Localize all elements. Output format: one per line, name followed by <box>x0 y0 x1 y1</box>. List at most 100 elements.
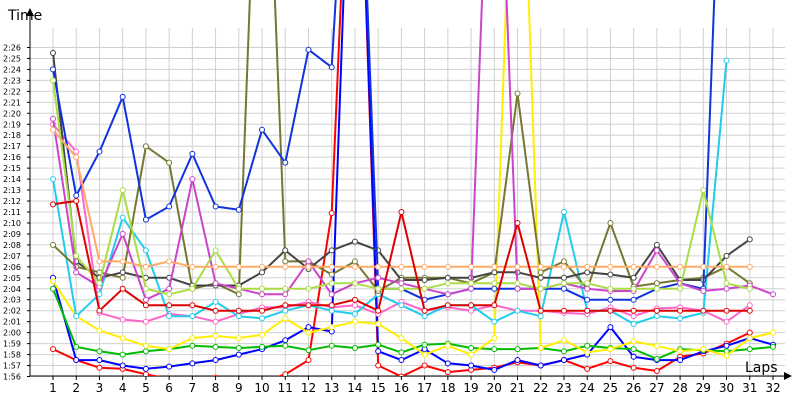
data-point <box>677 285 684 292</box>
data-point <box>282 263 289 270</box>
data-point <box>375 348 382 355</box>
data-point <box>584 349 591 356</box>
data-point <box>212 298 219 305</box>
data-point <box>166 313 173 320</box>
data-point <box>50 285 56 292</box>
data-point <box>189 342 196 349</box>
series-10 <box>50 0 776 303</box>
data-point <box>213 374 219 376</box>
data-point <box>630 263 637 270</box>
data-point <box>444 369 451 376</box>
x-axis-title: Laps <box>745 360 778 376</box>
y-tick-label: 2:17 <box>3 142 21 151</box>
y-tick-label: 2:00 <box>3 329 21 338</box>
series-line <box>52 0 774 357</box>
data-point <box>537 344 544 351</box>
data-point <box>491 263 498 270</box>
data-point <box>607 346 614 353</box>
data-point <box>770 343 776 350</box>
data-point <box>560 280 567 287</box>
series-4 <box>50 0 776 359</box>
x-tick-label: 7 <box>189 381 197 395</box>
data-point <box>421 276 428 283</box>
data-point <box>630 307 637 314</box>
data-point <box>375 285 382 292</box>
data-point <box>398 285 405 292</box>
y-tick-label: 2:02 <box>3 307 21 316</box>
data-point <box>653 241 660 248</box>
data-point <box>305 263 312 270</box>
series-11 <box>50 77 753 298</box>
data-point <box>677 357 684 364</box>
y-tick-label: 1:59 <box>3 340 21 349</box>
data-point <box>189 313 196 320</box>
y-tick-label: 2:15 <box>3 164 21 173</box>
data-point <box>375 341 382 348</box>
data-point <box>677 307 684 314</box>
data-point <box>514 263 521 270</box>
x-tick-label: 28 <box>672 381 687 395</box>
series-line <box>52 0 716 301</box>
data-point <box>235 263 242 270</box>
data-point <box>560 348 567 355</box>
data-point <box>328 342 335 349</box>
data-point <box>50 346 56 353</box>
data-point <box>514 90 521 97</box>
data-point <box>491 285 498 292</box>
data-point <box>351 258 358 265</box>
data-point <box>328 302 335 309</box>
data-point <box>142 247 149 254</box>
data-point <box>351 280 358 287</box>
x-tick-label: 11 <box>278 381 293 395</box>
data-point <box>96 357 103 364</box>
y-tick-label: 2:01 <box>3 318 21 327</box>
data-point <box>398 263 405 270</box>
y-tick-label: 2:22 <box>3 87 21 96</box>
data-point <box>653 263 660 270</box>
data-point <box>630 338 637 345</box>
data-point <box>351 263 358 270</box>
data-point <box>723 285 730 292</box>
data-point <box>166 291 173 298</box>
data-point <box>537 263 544 270</box>
x-tick-label: 5 <box>142 381 150 395</box>
data-point <box>119 187 126 194</box>
data-point <box>746 346 753 353</box>
data-point <box>398 357 405 364</box>
data-point <box>50 77 56 84</box>
data-point <box>584 365 591 372</box>
x-tick-label: 1 <box>49 381 57 395</box>
x-tick-label: 30 <box>719 381 734 395</box>
data-point <box>700 187 707 194</box>
data-point <box>328 324 335 331</box>
data-point <box>119 351 126 358</box>
x-tick-label: 3 <box>96 381 104 395</box>
x-tick-label: 12 <box>301 381 316 395</box>
data-point <box>677 315 684 322</box>
data-point <box>282 315 289 322</box>
data-point <box>607 219 614 226</box>
data-point <box>421 341 428 348</box>
series-group <box>50 0 776 376</box>
y-tick-label: 1:57 <box>3 362 21 371</box>
data-point <box>491 269 498 276</box>
series-line <box>52 0 774 371</box>
data-point <box>166 203 173 210</box>
data-point <box>50 176 56 183</box>
data-point <box>50 278 56 285</box>
y-tick-label: 2:04 <box>3 285 21 294</box>
data-point <box>375 263 382 270</box>
data-point <box>282 342 289 349</box>
data-point <box>50 201 56 208</box>
data-point <box>235 351 242 358</box>
data-point <box>212 318 219 325</box>
x-tick-label: 27 <box>649 381 664 395</box>
data-point <box>166 159 173 166</box>
data-point <box>189 335 196 342</box>
data-point <box>468 285 475 292</box>
data-point <box>514 219 521 226</box>
data-point <box>630 353 637 360</box>
data-point <box>166 285 173 292</box>
data-point <box>653 280 660 287</box>
